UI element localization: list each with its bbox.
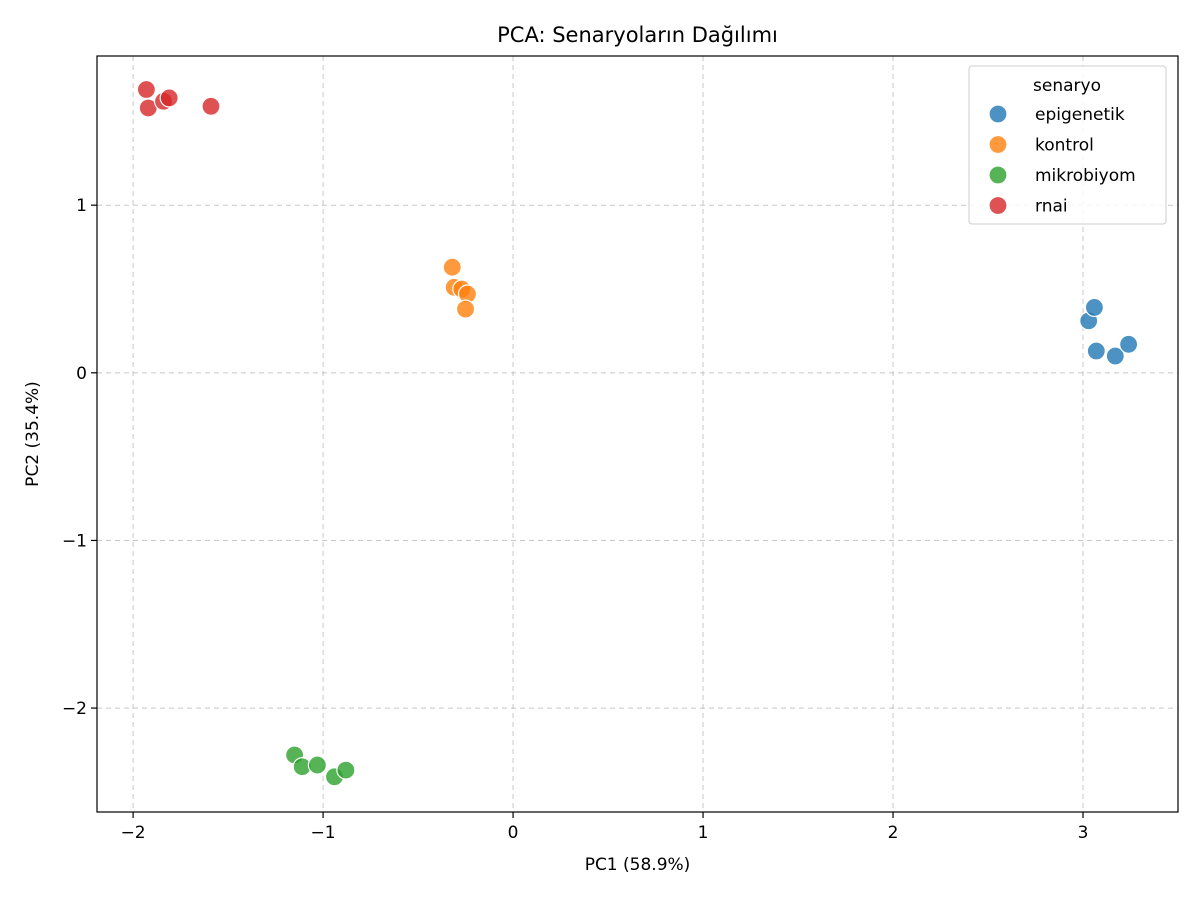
- legend: senaryo epigenetik kontrol mikrobiyom rnai: [968, 65, 1167, 225]
- legend-marker: [988, 195, 1008, 216]
- legend-items: epigenetik kontrol mikrobiyom rnai: [988, 104, 1136, 217]
- x-tick-label: 0: [508, 823, 519, 843]
- data-point-epigenetik: [1084, 297, 1105, 318]
- y-tick-label: 0: [76, 364, 87, 384]
- data-points: [136, 79, 1139, 787]
- legend-marker: [988, 104, 1008, 124]
- y-axis-label: PC2 (35.4%): [23, 381, 43, 487]
- legend-box: [968, 65, 1167, 225]
- legend-marker: [988, 134, 1008, 155]
- data-point-epigenetik: [1086, 341, 1106, 361]
- plot-frame: [96, 55, 1179, 813]
- data-point-kontrol: [442, 257, 462, 277]
- axis-ticks: −2 −1 0 1 2 3 −2 −1 0 1: [62, 196, 1088, 843]
- legend-title: senaryo: [1033, 76, 1101, 96]
- x-tick-label: 3: [1078, 823, 1089, 843]
- legend-label: rnai: [1035, 197, 1068, 217]
- legend-item-epigenetik: epigenetik: [988, 104, 1125, 125]
- x-tick-label: 1: [698, 823, 709, 843]
- x-tick-label: 2: [888, 823, 899, 843]
- legend-label: kontrol: [1035, 136, 1094, 156]
- data-point-kontrol: [455, 299, 476, 319]
- data-point-rnai: [159, 88, 179, 108]
- y-tick-label: 1: [76, 196, 87, 216]
- legend-item-kontrol: kontrol: [988, 134, 1094, 156]
- data-point-rnai: [201, 96, 221, 116]
- data-point-epigenetik: [1119, 334, 1139, 354]
- legend-item-mikrobiyom: mikrobiyom: [988, 165, 1136, 186]
- chart-title: PCA: Senaryoların Dağılımı: [497, 23, 778, 47]
- legend-marker: [988, 165, 1008, 185]
- data-point-epigenetik: [1105, 346, 1125, 366]
- legend-label: mikrobiyom: [1035, 166, 1136, 186]
- x-axis-label: PC1 (58.9%): [585, 855, 691, 875]
- legend-label: epigenetik: [1035, 105, 1125, 125]
- x-tick-label: −1: [311, 823, 336, 843]
- data-point-rnai: [136, 79, 156, 100]
- y-tick-label: −1: [62, 531, 87, 551]
- data-point-mikrobiyom: [307, 755, 327, 775]
- legend-item-rnai: rnai: [988, 195, 1068, 217]
- data-point-mikrobiyom: [336, 760, 356, 780]
- y-tick-label: −2: [62, 699, 87, 719]
- x-tick-label: −2: [121, 823, 146, 843]
